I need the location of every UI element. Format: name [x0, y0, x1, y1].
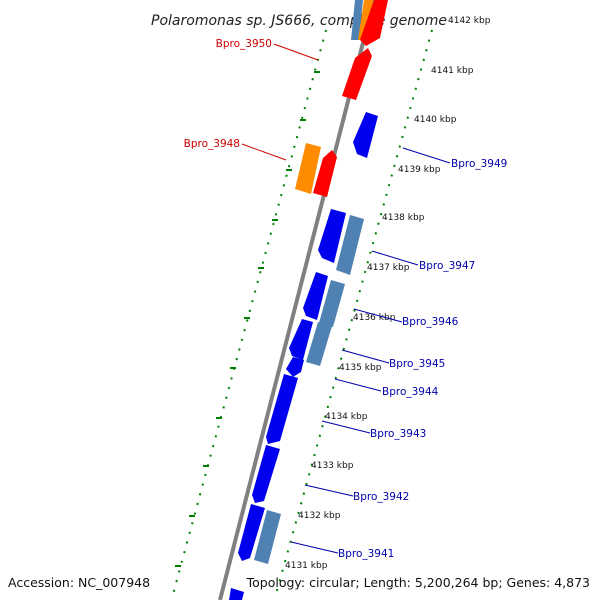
scale-label: 4138 kbp	[382, 213, 425, 223]
reverse-genes	[229, 112, 378, 600]
gene-bpro-3940	[229, 588, 244, 600]
topology-text: Topology: circular; Length: 5,200,264 bp…	[246, 575, 590, 590]
scale-label: 4133 kbp	[311, 461, 354, 471]
gene-bpro-3946-steel	[319, 280, 345, 327]
forward-genes	[295, 0, 388, 197]
gene-bpro-3948	[313, 150, 337, 197]
gene-bpro-3948-orange	[295, 143, 321, 194]
gene-bpro-3942	[252, 445, 280, 503]
forward-gene-labels: Bpro_3950 Bpro_3948	[184, 38, 272, 150]
gene-bpro-3946	[303, 272, 328, 320]
gene-label[interactable]: Bpro_3947	[419, 260, 475, 272]
gene-label[interactable]: Bpro_3948	[184, 138, 240, 150]
scale-label: 4136 kbp	[353, 313, 396, 323]
gene-label[interactable]: Bpro_3949	[451, 158, 507, 170]
scale-labels: 4142 kbp 4141 kbp 4140 kbp 4139 kbp 4138…	[285, 16, 491, 571]
gene-bpro-3941-steel	[254, 510, 281, 564]
scale-label: 4137 kbp	[367, 263, 410, 273]
gene-bpro-3949	[353, 112, 378, 158]
inner-tick-ring	[274, 29, 433, 599]
genome-backbone	[218, 0, 376, 600]
scale-label: 4135 kbp	[339, 363, 382, 373]
outer-tick-ring	[171, 29, 327, 599]
scale-label: 4131 kbp	[285, 561, 328, 571]
scale-label: 4134 kbp	[325, 412, 368, 422]
gene-bpro-3947-steel	[336, 215, 364, 275]
scale-label: 4141 kbp	[431, 66, 474, 76]
gene-label[interactable]: Bpro_3942	[353, 491, 409, 503]
scale-label: 4139 kbp	[398, 165, 441, 175]
gene-bpro-3945	[289, 319, 313, 360]
map-title: Polaromonas sp. JS666, complete genome	[151, 13, 447, 29]
gene-bpro-3943	[266, 374, 298, 444]
scale-label: 4140 kbp	[414, 115, 457, 125]
gene-bpro-3950	[342, 48, 372, 100]
gene-bpro-3945-steel	[306, 322, 332, 366]
gene-label[interactable]: Bpro_3944	[382, 386, 439, 398]
gene-bpro-3941	[238, 504, 265, 561]
gene-label[interactable]: Bpro_3943	[370, 428, 426, 440]
scale-label: 4142 kbp	[448, 16, 491, 26]
reverse-gene-labels: Bpro_3949 Bpro_3947 Bpro_3946 Bpro_3945 …	[338, 158, 507, 560]
gene-label[interactable]: Bpro_3945	[389, 358, 445, 370]
gene-label[interactable]: Bpro_3946	[402, 316, 459, 328]
outer-major-ticks	[175, 71, 320, 567]
gene-bpro-3944	[286, 357, 304, 377]
accession-text: Accession: NC_007948	[8, 575, 150, 590]
gene-bpro-3947	[318, 209, 346, 263]
callout-lines	[241, 43, 451, 554]
scale-label: 4132 kbp	[298, 511, 341, 521]
gene-label[interactable]: Bpro_3950	[216, 38, 272, 50]
gene-label[interactable]: Bpro_3941	[338, 548, 394, 560]
gene-bpro-3951c	[360, 0, 388, 46]
